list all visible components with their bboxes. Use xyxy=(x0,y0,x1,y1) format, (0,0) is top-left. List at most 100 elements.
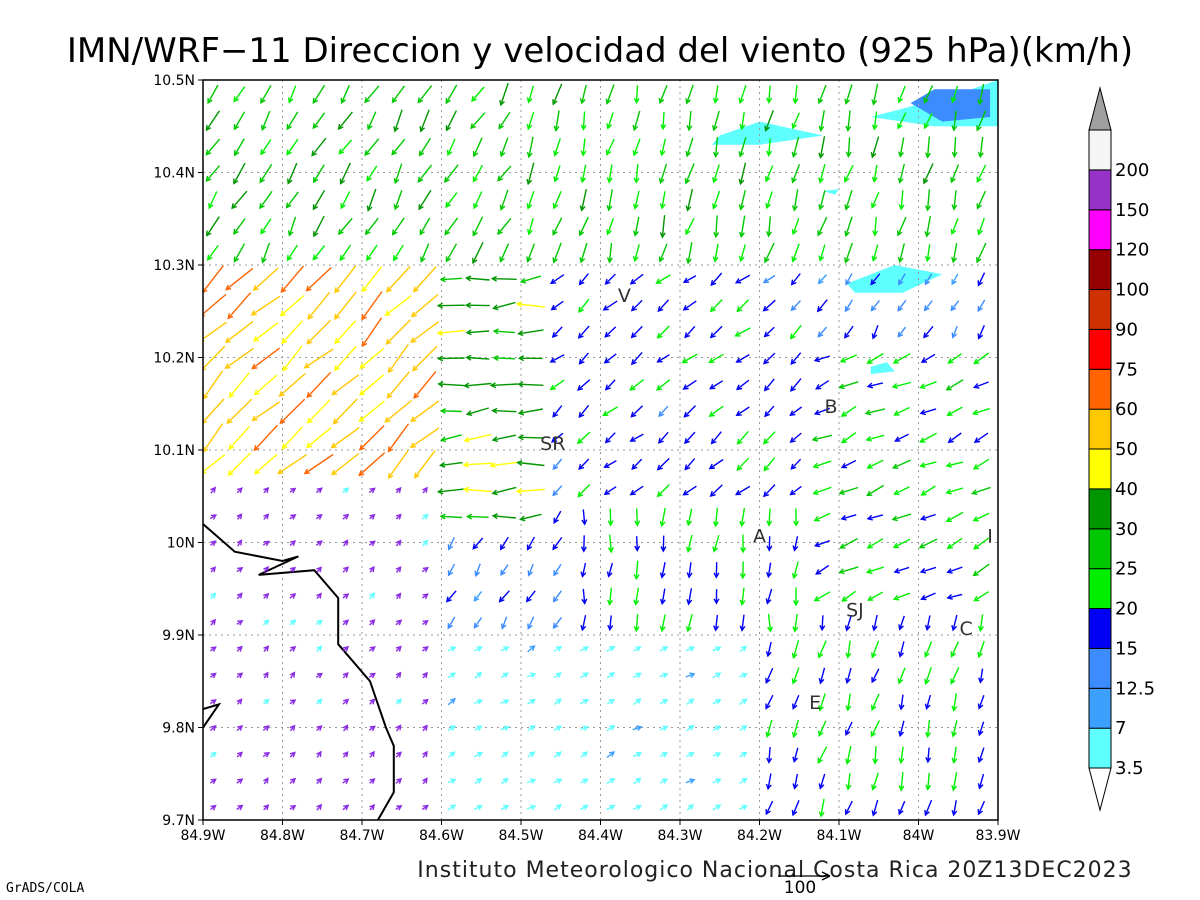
wind-vector xyxy=(898,720,905,738)
wind-vector xyxy=(950,667,960,685)
wind-vector xyxy=(950,85,959,104)
colorbar-label: 150 xyxy=(1115,200,1149,221)
wind-vector xyxy=(919,461,937,468)
wind-vector xyxy=(551,326,563,338)
wind-vector xyxy=(316,750,322,758)
wind-vector xyxy=(925,772,932,791)
wind-vector xyxy=(871,111,878,131)
wind-vector xyxy=(766,746,773,764)
wind-vector xyxy=(445,590,457,603)
wind-vector xyxy=(395,698,403,705)
wind-vector xyxy=(445,84,458,105)
wind-vector xyxy=(306,319,332,345)
wind-vector xyxy=(791,719,799,739)
wind-vector xyxy=(632,751,643,758)
wind-vector xyxy=(838,486,859,495)
y-tick-label: 10.3N xyxy=(153,258,195,274)
wind-vector xyxy=(709,484,723,498)
wind-vector xyxy=(526,136,534,159)
wind-vector xyxy=(552,242,562,264)
wind-vector xyxy=(765,719,773,739)
wind-vector xyxy=(925,719,932,739)
wind-vector xyxy=(315,672,324,679)
wind-vector xyxy=(580,778,589,784)
wind-vector xyxy=(739,507,746,528)
wind-vector xyxy=(817,640,827,659)
wind-vector xyxy=(659,804,669,811)
wind-vector xyxy=(474,777,483,785)
wind-vector xyxy=(659,562,666,579)
wind-vector xyxy=(395,513,402,520)
wind-vector xyxy=(923,300,933,312)
wind-vector xyxy=(898,190,905,211)
wind-vector xyxy=(603,460,617,468)
wind-vector xyxy=(289,593,297,599)
wind-vector xyxy=(924,273,933,286)
wind-vector xyxy=(977,721,985,737)
wind-vector xyxy=(312,245,326,261)
wind-vector xyxy=(920,485,936,496)
wind-vector xyxy=(606,189,613,212)
wind-vector xyxy=(579,699,590,705)
wind-vector xyxy=(844,242,854,264)
wind-vector xyxy=(312,112,326,130)
wind-vector xyxy=(712,85,719,105)
wind-vector xyxy=(739,725,748,732)
wind-vector xyxy=(845,693,852,712)
wind-vector xyxy=(709,299,723,313)
wind-vector xyxy=(203,454,226,474)
wind-vector xyxy=(228,372,250,399)
wind-vector xyxy=(892,592,911,601)
wind-vector xyxy=(607,508,614,527)
wind-vector xyxy=(578,458,590,471)
wind-vector xyxy=(845,273,853,286)
wind-vector xyxy=(209,778,217,785)
wind-vector xyxy=(633,777,642,785)
wind-vector xyxy=(973,591,989,602)
wind-vector xyxy=(871,799,879,817)
wind-vector xyxy=(734,274,751,284)
wind-vector xyxy=(259,163,273,184)
wind-vector xyxy=(605,84,615,105)
wind-vector xyxy=(735,406,750,417)
wind-vectors xyxy=(203,82,991,818)
wind-vector xyxy=(736,457,750,471)
wind-vector xyxy=(410,321,440,343)
wind-vector xyxy=(971,407,990,416)
wind-vector xyxy=(525,590,536,603)
wind-vector xyxy=(289,724,296,732)
wind-vector xyxy=(251,401,280,422)
wind-vector xyxy=(339,244,352,262)
wind-vector xyxy=(224,347,254,369)
wind-vector xyxy=(657,299,670,313)
wind-vector xyxy=(236,698,243,705)
wind-vector xyxy=(395,566,402,573)
wind-vector xyxy=(840,432,857,444)
wind-vector xyxy=(209,751,217,758)
wind-vector xyxy=(417,164,433,183)
wind-vector xyxy=(579,646,590,652)
wind-vector xyxy=(712,190,721,210)
wind-vector xyxy=(891,513,912,522)
wind-vector xyxy=(227,292,252,320)
wind-vector xyxy=(340,84,350,105)
wind-vector xyxy=(517,329,544,337)
wind-vector xyxy=(630,325,643,339)
wind-vector xyxy=(765,800,774,816)
x-tick-label: 84.5W xyxy=(498,828,543,844)
wind-vector xyxy=(286,111,299,131)
wind-vector xyxy=(791,667,800,685)
wind-vector xyxy=(260,84,272,104)
wind-vector xyxy=(517,355,543,362)
wind-vector xyxy=(236,778,244,784)
wind-vector xyxy=(764,405,775,418)
wind-vector xyxy=(209,672,217,679)
wind-vector xyxy=(253,453,278,475)
wind-vector xyxy=(250,295,281,316)
colorbar-segment xyxy=(1088,328,1112,370)
wind-vector xyxy=(422,486,428,494)
wind-vector xyxy=(393,109,403,133)
wind-vector xyxy=(448,751,456,758)
wind-vector xyxy=(315,619,324,626)
